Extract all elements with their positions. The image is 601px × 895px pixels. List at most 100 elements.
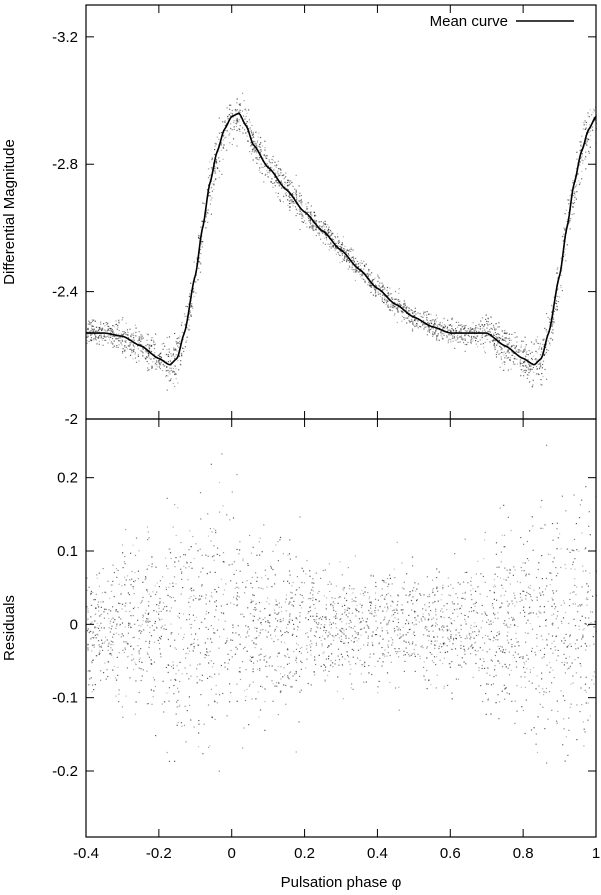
residual-data-point (322, 569, 324, 572)
top-data-point (361, 272, 363, 274)
residual-data-point (352, 656, 354, 658)
top-data-point (310, 211, 312, 213)
top-data-point (386, 299, 388, 301)
top-data-point (434, 333, 436, 335)
top-data-point (253, 151, 255, 153)
top-data-point (467, 334, 469, 336)
residual-data-point (287, 623, 289, 626)
top-data-point (142, 347, 144, 350)
residual-data-point (535, 654, 537, 656)
residual-data-point (475, 654, 477, 656)
top-data-point (568, 199, 570, 201)
top-data-point (524, 348, 526, 350)
residual-data-point (540, 635, 543, 637)
residual-data-point (508, 693, 510, 695)
residual-data-point (340, 653, 342, 655)
top-data-point (321, 226, 323, 228)
top-data-point (126, 334, 128, 336)
top-data-point (166, 336, 168, 339)
residual-data-point (213, 555, 215, 557)
top-data-point (346, 258, 348, 260)
residual-data-point (146, 526, 149, 528)
top-data-point (92, 325, 94, 327)
residual-data-point (198, 598, 200, 600)
top-data-point (590, 130, 592, 132)
top-data-point (443, 318, 445, 320)
top-data-point (158, 362, 160, 364)
top-data-point (440, 332, 442, 334)
top-data-point (527, 354, 529, 356)
top-data-point (511, 351, 513, 353)
top-data-point (112, 325, 114, 327)
residual-data-point (204, 657, 206, 659)
top-data-point (264, 147, 266, 149)
residual-data-point (134, 662, 136, 664)
residual-data-point (309, 606, 311, 609)
top-data-point (566, 220, 568, 223)
top-data-point (225, 136, 227, 138)
residual-data-point (437, 590, 439, 592)
top-data-point (525, 369, 527, 371)
residual-data-point (424, 627, 426, 629)
residual-data-point (158, 617, 160, 619)
residual-data-point (112, 636, 114, 638)
residual-data-point (577, 647, 579, 649)
top-data-point (168, 351, 170, 353)
residual-data-point (231, 639, 234, 641)
top-data-point (384, 300, 386, 302)
residual-data-point (170, 665, 173, 668)
top-data-point (590, 127, 592, 129)
residual-data-point (432, 588, 434, 590)
top-data-point (521, 362, 523, 365)
top-data-point (504, 361, 506, 363)
residual-data-point (447, 684, 449, 686)
residual-data-point (373, 615, 375, 617)
top-data-point (158, 360, 160, 362)
residual-data-point (147, 591, 149, 593)
residual-data-point (452, 612, 454, 614)
residual-data-point (272, 700, 274, 702)
residual-data-point (288, 622, 291, 624)
residual-data-point (288, 678, 290, 680)
top-data-point (120, 342, 122, 344)
top-data-point (252, 134, 254, 136)
residual-data-point (579, 504, 581, 506)
top-data-point (86, 336, 88, 338)
top-data-point (532, 379, 534, 381)
residual-data-point (270, 565, 272, 567)
residual-data-point (342, 588, 344, 590)
residual-data-point (363, 681, 365, 683)
residual-data-point (449, 663, 451, 665)
residual-data-point (428, 639, 430, 642)
top-data-point (251, 134, 253, 136)
residual-data-point (286, 663, 289, 665)
top-data-point (263, 155, 265, 157)
top-data-point (374, 284, 377, 286)
residual-data-point (540, 506, 542, 508)
residual-data-point (237, 625, 239, 627)
top-data-point (270, 166, 272, 168)
residual-data-point (532, 667, 535, 669)
top-data-point (383, 287, 386, 289)
top-data-point (439, 321, 441, 323)
top-data-point (439, 325, 441, 327)
residual-data-point (569, 706, 571, 708)
residual-data-point (122, 552, 124, 554)
residual-data-point (389, 681, 391, 684)
residual-data-point (100, 679, 102, 681)
residual-data-point (230, 639, 232, 641)
residual-data-point (434, 644, 436, 647)
residual-data-point (384, 618, 386, 620)
residual-data-point (208, 654, 210, 657)
residual-data-point (446, 651, 449, 653)
top-data-point (155, 368, 157, 370)
top-data-point (497, 326, 499, 328)
residual-data-point (253, 594, 255, 597)
residual-data-point (109, 652, 111, 655)
top-data-point (175, 348, 177, 350)
top-data-point (574, 175, 576, 177)
residual-data-point (484, 642, 486, 644)
residual-data-point (125, 695, 127, 697)
top-data-point (497, 342, 499, 344)
residual-data-point (348, 622, 350, 625)
